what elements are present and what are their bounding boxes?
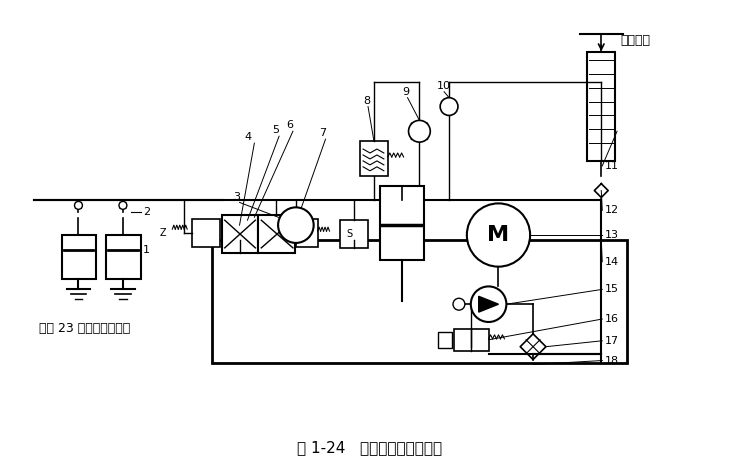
Text: 13: 13 <box>605 230 619 240</box>
Text: 9: 9 <box>403 87 410 97</box>
Bar <box>106 235 141 280</box>
Text: 12: 12 <box>605 205 619 215</box>
Bar <box>380 186 424 260</box>
Circle shape <box>408 120 430 142</box>
Text: 1: 1 <box>143 245 149 255</box>
Text: Z: Z <box>159 228 166 238</box>
Text: 6: 6 <box>286 120 293 130</box>
Text: 2: 2 <box>143 207 149 217</box>
Text: 10: 10 <box>437 81 451 91</box>
Circle shape <box>440 98 458 116</box>
Text: 4: 4 <box>244 132 252 142</box>
Circle shape <box>471 286 506 322</box>
Bar <box>258 215 295 253</box>
Text: 15: 15 <box>605 284 619 294</box>
Bar <box>212 240 627 364</box>
Text: （共 23 个压料液压缸）: （共 23 个压料液压缸） <box>39 322 130 336</box>
Text: 压缩空气: 压缩空气 <box>620 34 650 47</box>
Circle shape <box>75 201 82 210</box>
Text: S: S <box>346 229 352 239</box>
Text: 18: 18 <box>605 356 619 365</box>
Text: 7: 7 <box>319 128 326 138</box>
Bar <box>222 215 258 253</box>
Text: 3: 3 <box>234 192 240 202</box>
Bar <box>296 219 317 247</box>
Text: 图 1-24   改进后的液压原理图: 图 1-24 改进后的液压原理图 <box>297 440 443 455</box>
Circle shape <box>119 201 127 210</box>
Circle shape <box>278 207 314 243</box>
Text: 8: 8 <box>363 96 370 106</box>
Text: 5: 5 <box>272 125 279 135</box>
Text: 17: 17 <box>605 336 619 346</box>
Circle shape <box>467 203 530 267</box>
Bar <box>438 332 452 348</box>
Text: M: M <box>488 225 510 245</box>
Text: 11: 11 <box>605 161 619 171</box>
Text: 16: 16 <box>605 314 619 324</box>
Bar <box>61 235 96 280</box>
Bar <box>340 220 368 248</box>
Polygon shape <box>479 296 499 312</box>
Circle shape <box>453 298 465 310</box>
Bar <box>360 141 388 176</box>
Bar <box>192 219 220 247</box>
Bar <box>588 52 615 161</box>
Text: 14: 14 <box>605 257 619 267</box>
Bar <box>454 329 488 351</box>
